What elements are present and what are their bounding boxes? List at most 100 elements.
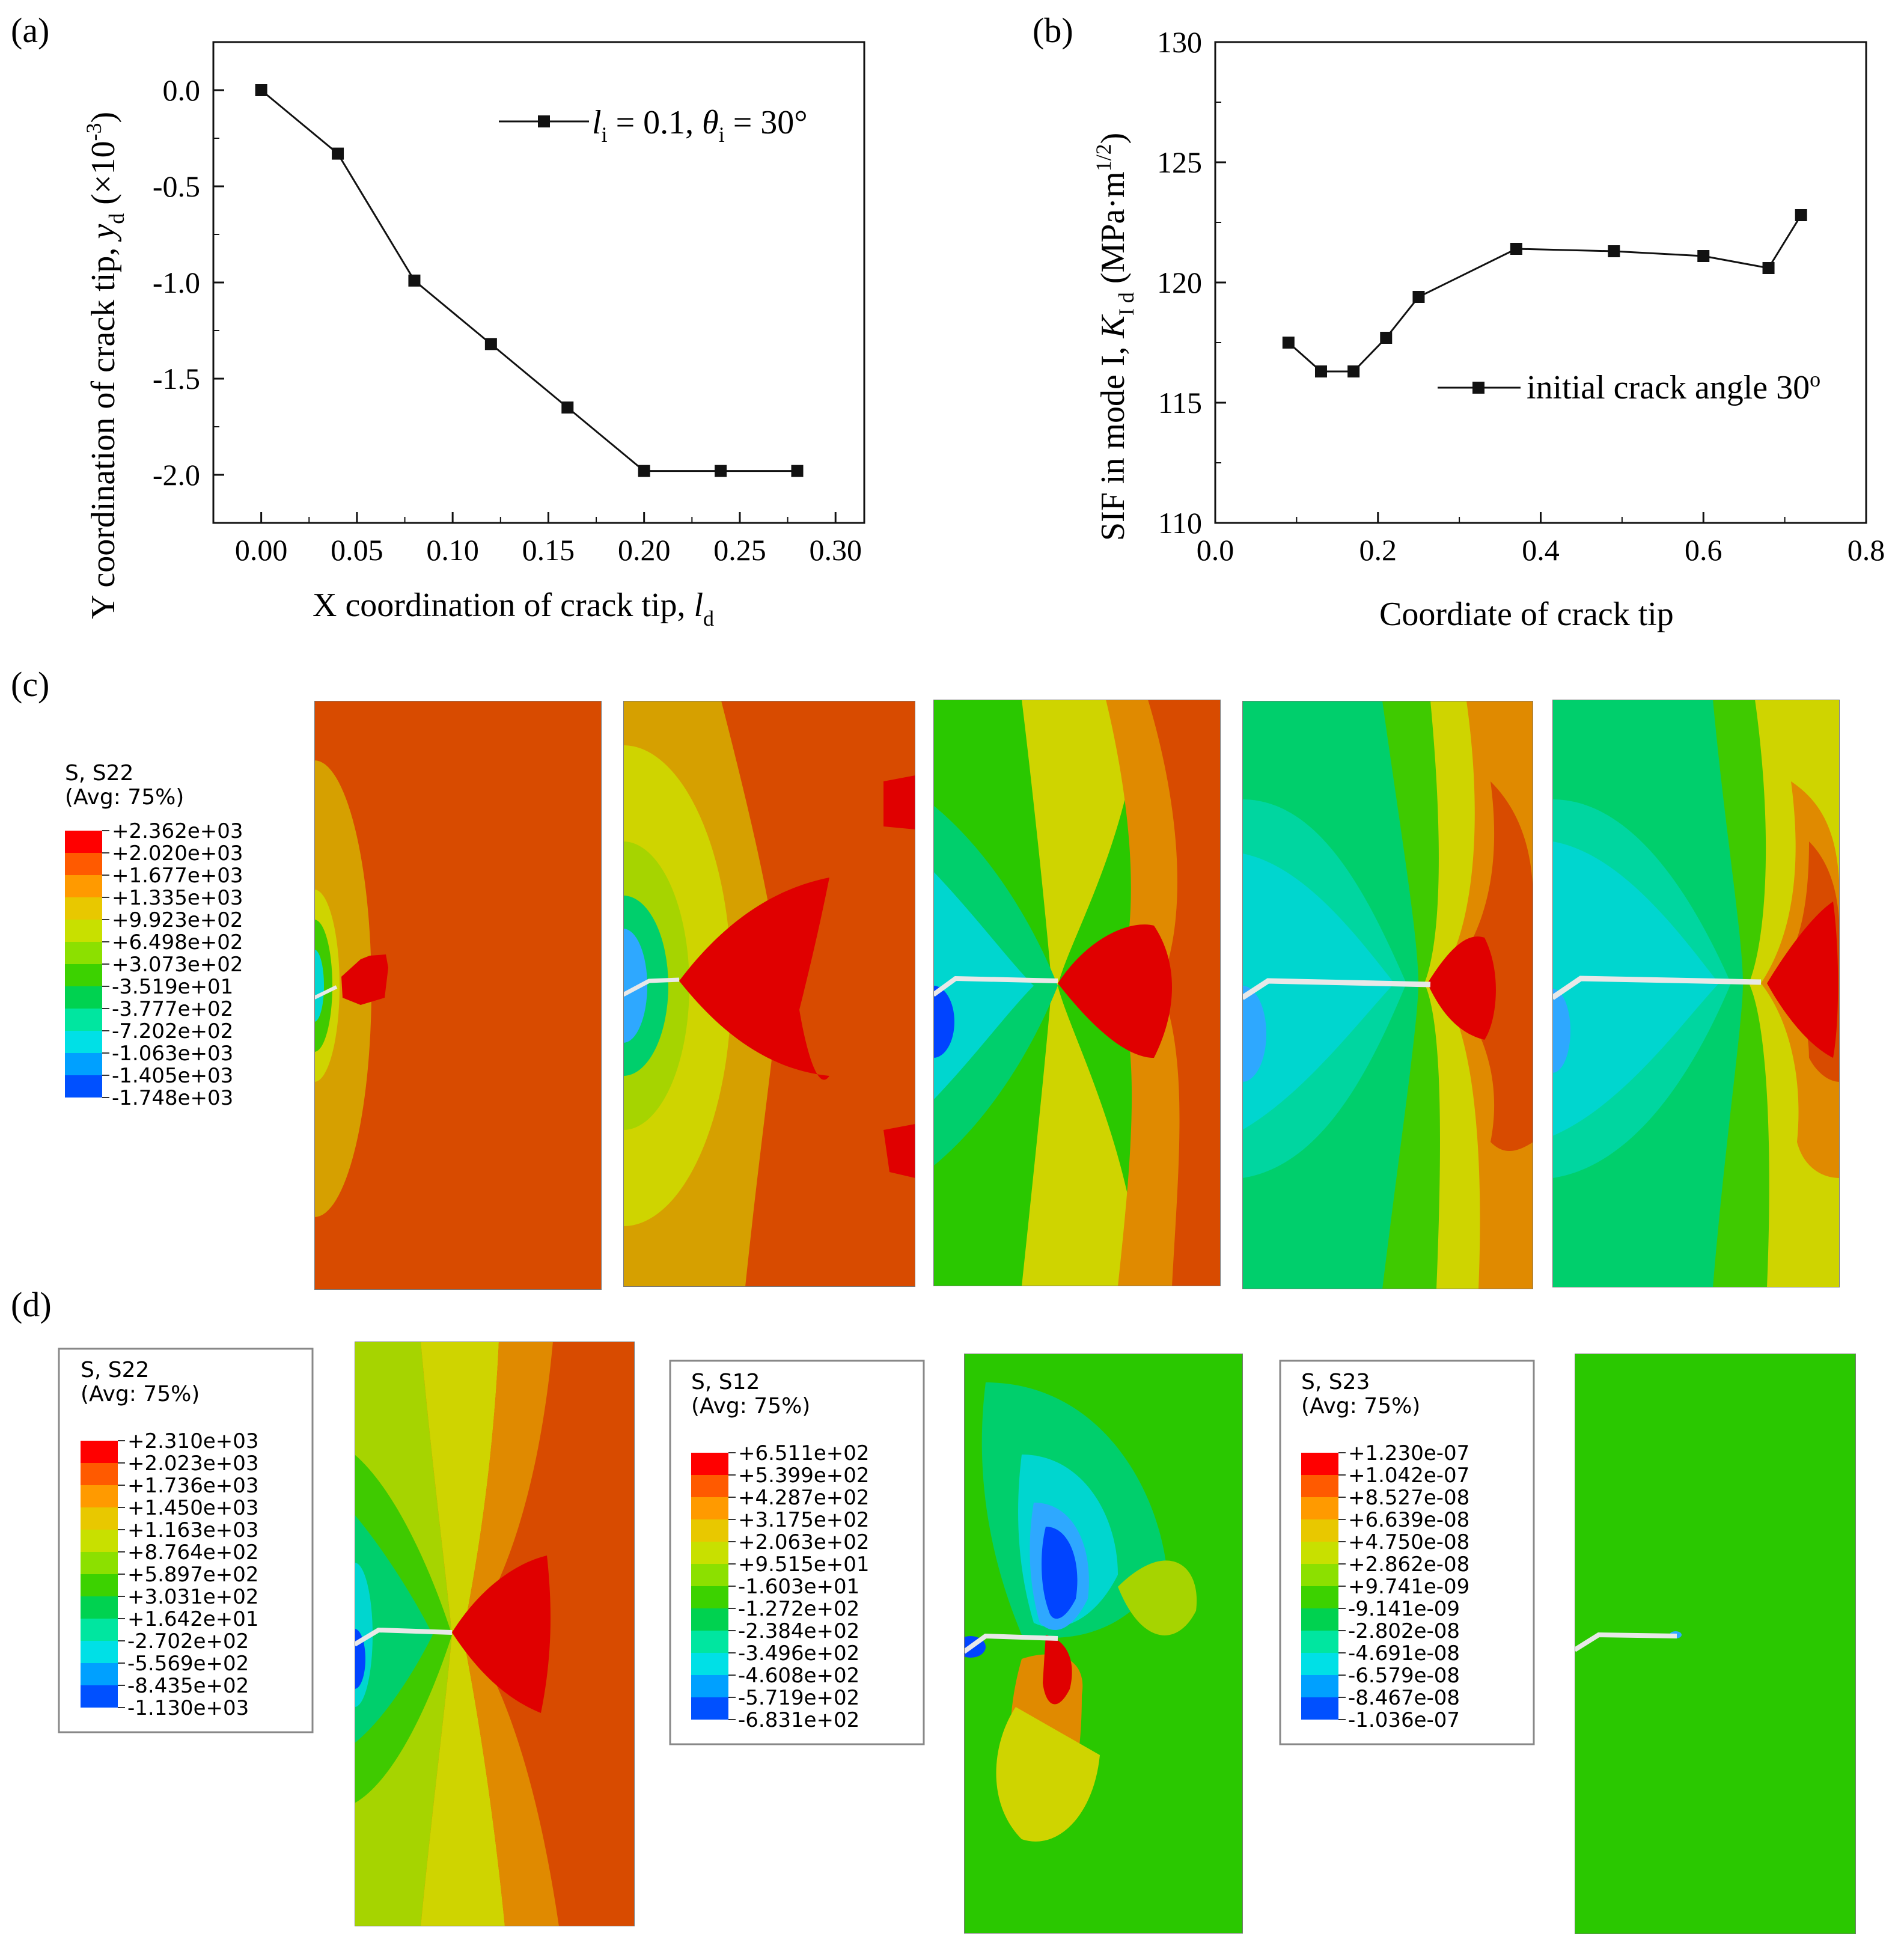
chart-1-point — [1510, 243, 1522, 255]
scale-value: -1.036e-07 — [1348, 1708, 1460, 1732]
chart-1-point — [1795, 209, 1807, 221]
scale-value: -6.579e-08 — [1348, 1664, 1460, 1688]
scale-swatch — [691, 1497, 728, 1519]
chart-1-point — [1697, 250, 1710, 262]
scale-value: +3.031e+02 — [127, 1585, 259, 1609]
chart-0-ytick-label: -1.5 — [153, 362, 200, 395]
contour-d1-crack — [355, 1627, 453, 1647]
chart-0-ytick-label: -0.5 — [153, 169, 200, 203]
chart-1-point — [1347, 365, 1360, 377]
scale-swatch — [81, 1463, 118, 1485]
scale-value: +6.639e-08 — [1348, 1508, 1469, 1532]
chart-0-point — [408, 274, 421, 287]
scale-swatch — [65, 986, 102, 1009]
contour-c2-zone-red-edge-bottom — [883, 1124, 915, 1178]
scale-swatch — [81, 1574, 118, 1596]
scale-swatch — [1301, 1631, 1338, 1653]
contour-c1-zone-red — [341, 954, 388, 1005]
contour-d1-zone-red — [452, 1556, 551, 1713]
scale-value: -3.777e+02 — [112, 997, 233, 1021]
scale-swatch — [691, 1675, 728, 1697]
scale-value: -1.603e+01 — [738, 1575, 859, 1599]
scale-value: +8.527e-08 — [1348, 1486, 1469, 1510]
chart-b-legend-label: initial crack angle 30o — [1527, 367, 1820, 406]
scale-value: +1.642e+01 — [127, 1607, 259, 1631]
chart-a-legend: li = 0.1, θi = 30° — [499, 104, 808, 147]
chart-1-ytick-label: 125 — [1157, 145, 1202, 179]
scale-swatch — [691, 1453, 728, 1475]
scale-value: +1.335e+03 — [112, 886, 243, 910]
scale-value: +1.163e+03 — [127, 1518, 259, 1542]
chart-1-ytick-label: 110 — [1158, 506, 1202, 540]
scale-swatch — [691, 1564, 728, 1586]
scale-swatch — [1301, 1675, 1338, 1697]
scale-swatch — [65, 1031, 102, 1053]
chart-1-xtick-label: 0.0 — [1197, 533, 1234, 567]
scale-value: -1.748e+03 — [112, 1086, 233, 1110]
scale-swatch — [1301, 1586, 1338, 1608]
chart-b-legend-marker — [1472, 382, 1484, 394]
scale-value: -7.202e+02 — [112, 1019, 233, 1043]
scale-value: +2.063e+02 — [738, 1530, 870, 1554]
scale-swatch — [81, 1685, 118, 1708]
contour-c3-zone-red — [1058, 924, 1172, 1058]
chart-1-xtick-label: 0.6 — [1685, 533, 1722, 567]
contour-c4-crack — [1242, 978, 1431, 1000]
scale-swatch — [65, 831, 102, 853]
scale-value: +1.042e-07 — [1348, 1464, 1469, 1488]
contour-c5-zone-red — [1767, 902, 1838, 1058]
scale-swatch — [691, 1631, 728, 1653]
scale-swatch — [1301, 1653, 1338, 1675]
chart-0-xtick-label: 0.15 — [522, 533, 575, 567]
scale-value: +9.515e+01 — [738, 1552, 870, 1577]
chart-1-point — [1412, 291, 1425, 303]
scale-swatch — [1301, 1564, 1338, 1586]
legend-c-avg: (Avg: 75%) — [65, 785, 184, 810]
chart-0-xtick-label: 0.05 — [331, 533, 383, 567]
chart-0-ytick-label: 0.0 — [163, 73, 201, 107]
contour-c2-zone-red-edge-top — [883, 775, 915, 829]
scale-swatch — [65, 942, 102, 964]
contour-d2-crack — [964, 1633, 1058, 1654]
chart-1-point — [1608, 245, 1620, 257]
scale-value: +2.310e+03 — [127, 1429, 259, 1453]
scale-swatch — [1301, 1542, 1338, 1564]
scale-value: +4.287e+02 — [738, 1486, 870, 1510]
scale-value: +1.230e-07 — [1348, 1441, 1469, 1465]
scale-swatch — [1301, 1519, 1338, 1542]
scale-value: +1.677e+03 — [112, 864, 243, 888]
legend-c-title: S, S22 — [65, 761, 133, 786]
scale-value: -3.519e+01 — [112, 975, 233, 999]
scale-swatch — [65, 1053, 102, 1075]
contour-d-s12 — [964, 1354, 1243, 1934]
chart-1-xtick-label: 0.8 — [1848, 533, 1885, 567]
scale-swatch — [81, 1663, 118, 1685]
scale-swatch — [691, 1586, 728, 1608]
chart-0-point — [791, 465, 804, 477]
scale-swatch — [65, 1075, 102, 1098]
scale-swatch — [81, 1507, 118, 1530]
scale-value: -3.496e+02 — [738, 1641, 859, 1665]
chart-a-xlabel: X coordination of crack tip, ld — [313, 587, 714, 630]
contour-c2-crack — [623, 977, 680, 997]
chart-1-point — [1282, 337, 1295, 349]
scale-value: -1.272e+02 — [738, 1597, 859, 1621]
scale-value: -1.063e+03 — [112, 1042, 233, 1066]
scale-swatch — [65, 1009, 102, 1031]
chart-0-ytick-label: -2.0 — [153, 458, 200, 492]
scale-swatch — [81, 1530, 118, 1552]
chart-0-xtick-label: 0.00 — [235, 533, 288, 567]
scale-value: +2.020e+03 — [112, 841, 243, 866]
contour-d2-zone-red — [1043, 1635, 1072, 1705]
scale-value: +5.897e+02 — [127, 1563, 259, 1587]
legend-c-s22: S, S22 (Avg: 75%) +2.362e+03+2.020e+03+1… — [65, 761, 243, 1110]
chart-1-ytick-label: 120 — [1157, 266, 1202, 299]
scale-value: +2.862e-08 — [1348, 1552, 1469, 1577]
chart-0-point — [638, 465, 650, 477]
scale-swatch — [65, 875, 102, 897]
scale-value: -5.569e+02 — [127, 1652, 249, 1676]
chart-0-point — [561, 401, 574, 414]
chart-1-point — [1380, 332, 1393, 344]
scale-swatch — [81, 1485, 118, 1507]
